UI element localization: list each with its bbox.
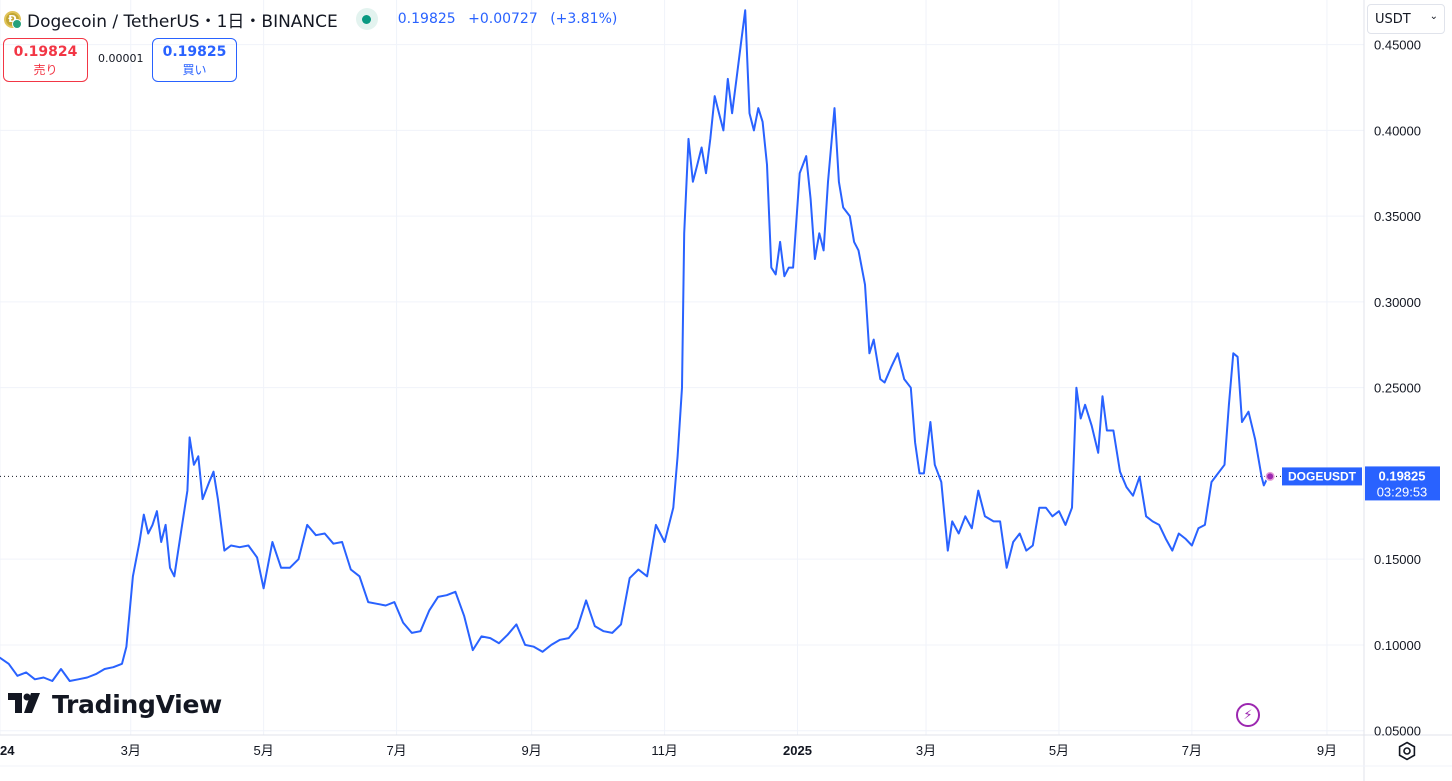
buy-price: 0.19825 (162, 44, 227, 60)
time-axis[interactable]: 2024 3月 5月 7月 9月 11月 2025 3月 5月 7月 9月 (0, 743, 1337, 758)
x-tick-label: 5月 (1049, 743, 1069, 758)
x-tick-label: 9月 (522, 743, 542, 758)
status-dot-icon (362, 14, 372, 24)
settings-icon[interactable] (1397, 741, 1417, 761)
last-price-text: 0.19825 (397, 11, 456, 27)
symbol-price-tag: DOGEUSDT (1282, 467, 1362, 486)
last-price-value: 0.19825 (1379, 468, 1426, 483)
tradingview-mark-icon (8, 691, 44, 719)
y-tick-label: 0.25000 (1374, 381, 1421, 396)
x-tick-label: 7月 (386, 743, 406, 758)
currency-select-value: USDT (1375, 11, 1411, 27)
tradingview-logo[interactable]: TradingView (8, 690, 222, 719)
market-status-indicator[interactable] (355, 8, 378, 30)
price-summary: 0.19825 +0.00727 (+3.81%) (398, 11, 626, 27)
x-tick-label: 2024 (0, 743, 15, 758)
y-tick-label: 0.45000 (1374, 38, 1421, 53)
symbol-header: Ð Dogecoin / TetherUS・1日・BINANCE 0.19825… (4, 6, 625, 32)
sell-button[interactable]: 0.19824 売り (3, 38, 88, 82)
x-tick-label: 2025 (783, 743, 812, 758)
price-axis[interactable]: 0.05000 0.10000 0.15000 0.25000 0.30000 0.350… (1374, 38, 1421, 739)
x-tick-label: 3月 (121, 743, 141, 758)
x-tick-label: 11月 (651, 743, 678, 758)
last-price-dot-center (1267, 473, 1274, 480)
y-tick-label: 0.10000 (1374, 638, 1421, 653)
buy-label: 買い (182, 63, 207, 77)
x-tick-label: 9月 (1317, 743, 1337, 758)
price-change-pct: (+3.81%) (550, 11, 618, 27)
price-change-text: +0.00727 (468, 11, 538, 27)
symbol-title[interactable]: Dogecoin / TetherUS・1日・BINANCE (27, 11, 338, 32)
chart-gridlines (0, 0, 1364, 735)
chevron-down-icon: ⌄ (1429, 11, 1438, 22)
x-tick-label: 5月 (254, 743, 274, 758)
price-series-line[interactable] (0, 9, 1270, 682)
y-tick-label: 0.30000 (1374, 295, 1421, 310)
spread-value: 0.00001 (98, 52, 144, 65)
bar-countdown: 03:29:53 (1377, 484, 1428, 499)
y-tick-label: 0.15000 (1374, 552, 1421, 567)
sell-price: 0.19824 (13, 44, 78, 60)
y-tick-label: 0.35000 (1374, 209, 1421, 224)
x-tick-label: 7月 (1182, 743, 1202, 758)
x-tick-label: 3月 (916, 743, 936, 758)
sell-label: 売り (33, 63, 58, 77)
tradingview-wordmark: TradingView (52, 690, 222, 719)
currency-select[interactable]: USDT ⌄ (1367, 4, 1445, 34)
y-tick-label: 0.05000 (1374, 724, 1421, 739)
buy-button[interactable]: 0.19825 買い (152, 38, 237, 82)
dogecoin-icon: Ð (4, 10, 22, 29)
lightning-icon[interactable]: ⚡ (1236, 703, 1260, 727)
last-price-label: 0.19825 03:29:53 (1365, 466, 1440, 501)
y-tick-label: 0.40000 (1374, 123, 1421, 138)
symbol-tag-label: DOGEUSDT (1288, 469, 1357, 483)
